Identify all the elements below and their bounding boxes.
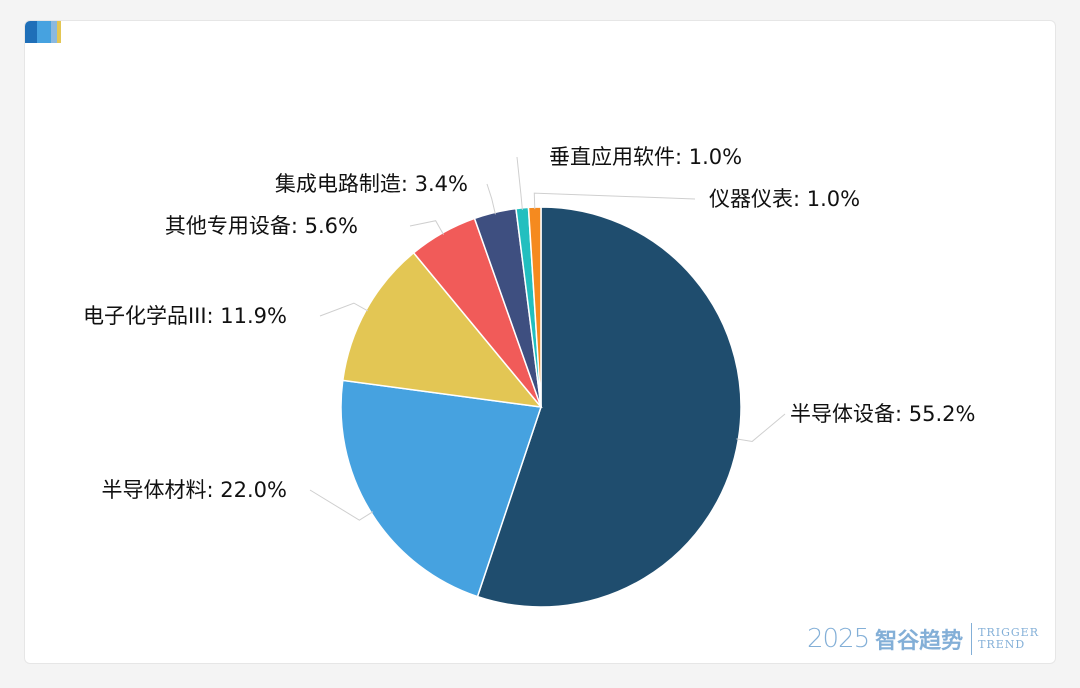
corner-mark-block-4 [57, 21, 61, 43]
slice-label-7: 仪器仪表: 1.0% [709, 187, 860, 211]
watermark-name: 智谷趋势 [875, 623, 973, 655]
slice-label-3: 电子化学品III: 11.9% [83, 304, 287, 328]
slice-label-6: 垂直应用软件: 1.0% [549, 145, 742, 169]
corner-mark-block-1 [25, 21, 37, 43]
leader-line-1 [736, 413, 786, 442]
corner-mark-block-3 [51, 21, 57, 43]
slice-label-1: 半导体设备: 55.2% [790, 402, 975, 426]
watermark-en-line2: TREND [978, 638, 1026, 651]
leader-line-2 [309, 489, 374, 521]
leader-lines [309, 156, 786, 521]
chart-card: 半导体设备: 55.2% 半导体材料: 22.0% 电子化学品III: 11.9% 其… [24, 20, 1056, 664]
leader-line-6 [516, 156, 523, 210]
slice-labels: 半导体设备: 55.2% 半导体材料: 22.0% 电子化学品III: 11.9% 其… [83, 145, 976, 502]
slice-label-5: 集成电路制造: 3.4% [275, 172, 468, 196]
leader-line-4 [409, 220, 444, 235]
pie-chart: 半导体设备: 55.2% 半导体材料: 22.0% 电子化学品III: 11.9% 其… [83, 145, 976, 608]
corner-mark-block-2 [37, 21, 51, 43]
leader-line-7 [533, 192, 696, 210]
leader-line-3 [319, 302, 369, 317]
watermark-en-line1: TRIGGER [978, 626, 1039, 639]
leader-line-5 [486, 183, 496, 215]
watermark-english: TRIGGER TREND [978, 627, 1039, 651]
slice-label-2: 半导体材料: 22.0% [102, 478, 287, 502]
pie-slices [340, 206, 742, 608]
corner-color-mark [25, 21, 61, 43]
watermark-logo: 2025 智谷趋势 TRIGGER TREND [807, 623, 1039, 655]
watermark-year: 2025 [806, 624, 870, 654]
slice-label-4: 其他专用设备: 5.6% [165, 214, 358, 238]
